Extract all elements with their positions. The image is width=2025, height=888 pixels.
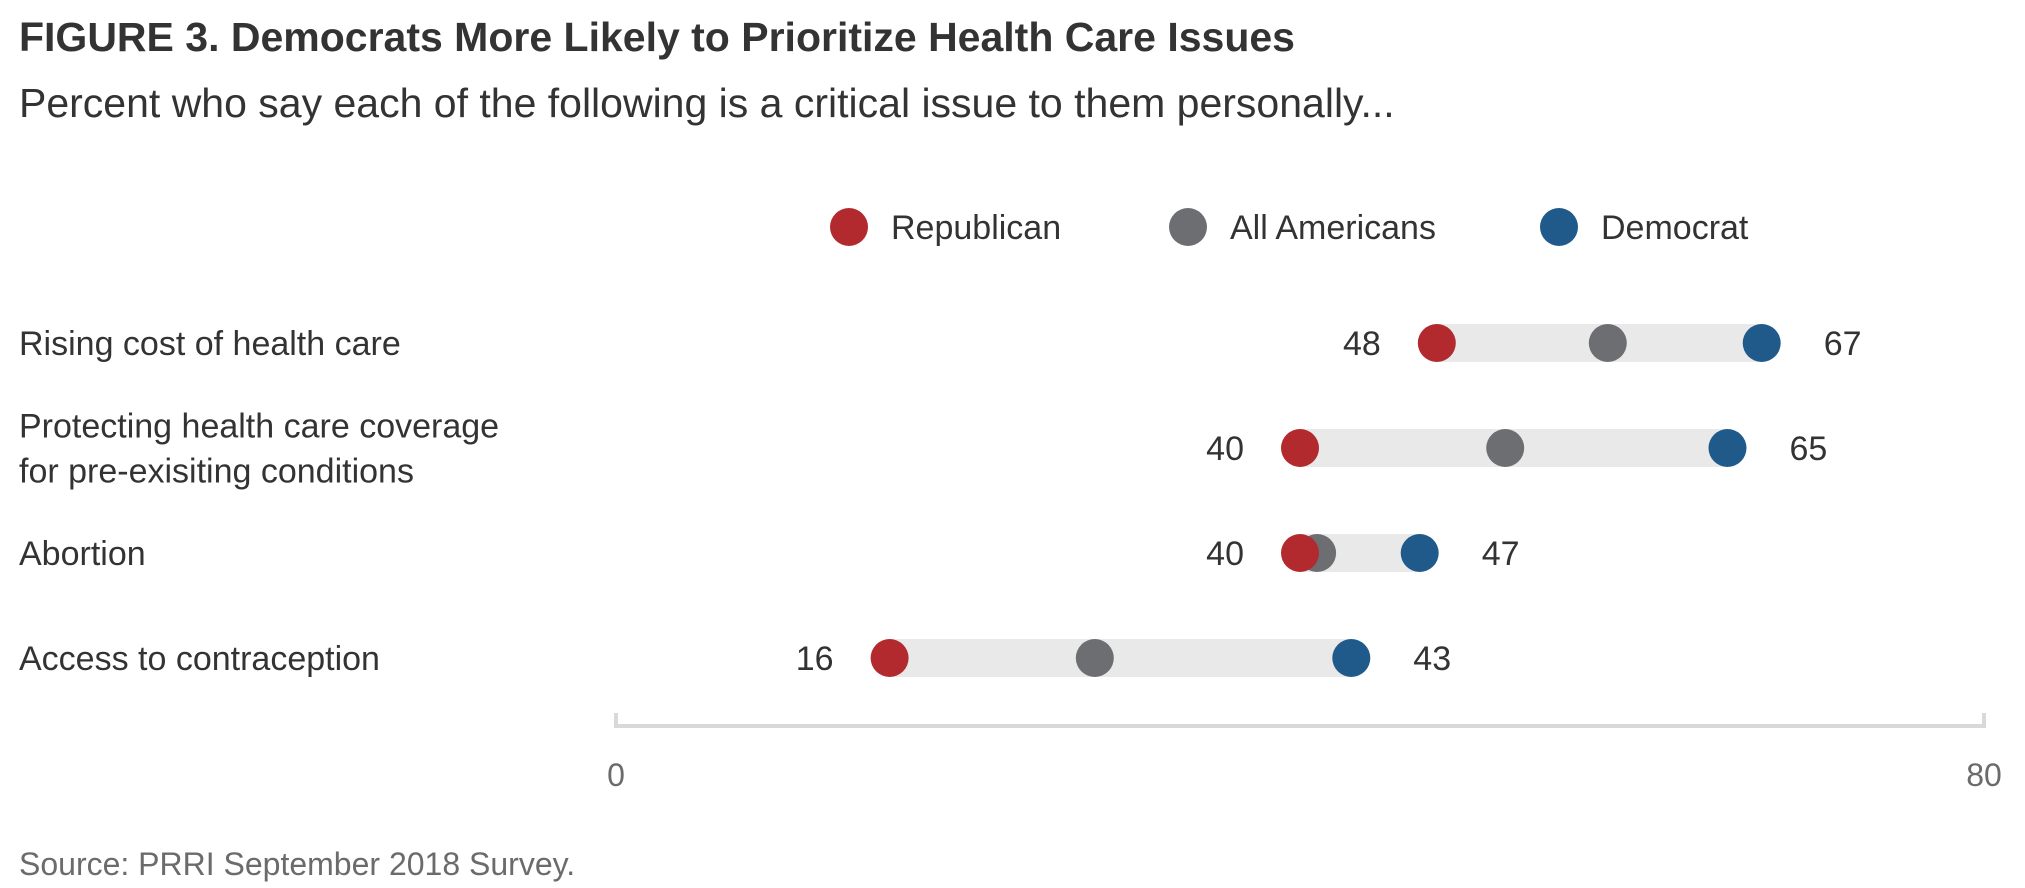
chart-row: Rising cost of health care 48 67 bbox=[19, 324, 1862, 363]
chart-row: Protecting health care coverage for pre-e… bbox=[19, 408, 1827, 491]
data-label-high: 67 bbox=[1824, 325, 1862, 363]
legend-label-republican: Republican bbox=[891, 209, 1061, 247]
category-label: Protecting health care coverage bbox=[19, 408, 499, 446]
data-label-high: 47 bbox=[1482, 535, 1520, 573]
dot-republican bbox=[1281, 429, 1319, 467]
data-label-low: 40 bbox=[1206, 430, 1244, 468]
dot-republican bbox=[1281, 534, 1319, 572]
chart-row: Access to contraception 16 43 bbox=[19, 639, 1451, 678]
source-note: Source: PRRI September 2018 Survey. bbox=[19, 846, 576, 882]
range-bar bbox=[889, 639, 1352, 677]
chart-row: Abortion 40 47 bbox=[19, 534, 1520, 573]
x-axis: 0 80 bbox=[607, 713, 2002, 793]
chart-rows: Rising cost of health care 48 67 Protecting… bbox=[19, 324, 1862, 678]
dot-all-americans bbox=[1588, 324, 1627, 362]
x-tick-label: 80 bbox=[1966, 757, 2002, 793]
category-label: for pre-exisiting conditions bbox=[19, 453, 414, 491]
data-label-low: 48 bbox=[1343, 325, 1381, 363]
legend-swatch-republican bbox=[830, 208, 868, 246]
legend-swatch-democrat bbox=[1540, 208, 1578, 246]
category-label: Rising cost of health care bbox=[19, 325, 401, 363]
legend-label-all-americans: All Americans bbox=[1230, 209, 1436, 247]
chart-subtitle: Percent who say each of the following is… bbox=[19, 80, 1395, 126]
data-label-high: 65 bbox=[1790, 430, 1828, 468]
legend-label-democrat: Democrat bbox=[1601, 209, 1749, 247]
category-label: Abortion bbox=[19, 535, 146, 573]
category-label: Access to contraception bbox=[19, 640, 380, 678]
x-tick-label: 0 bbox=[607, 757, 625, 793]
data-label-low: 40 bbox=[1206, 535, 1244, 573]
dot-republican bbox=[1417, 324, 1456, 362]
legend-swatch-all-americans bbox=[1169, 208, 1207, 246]
dot-democrat bbox=[1742, 324, 1781, 362]
dot-all-americans bbox=[1075, 639, 1114, 677]
dot-all-americans bbox=[1486, 429, 1525, 467]
dot-democrat bbox=[1400, 534, 1439, 572]
data-label-low: 16 bbox=[796, 640, 834, 678]
chart-title: FIGURE 3. Democrats More Likely to Prior… bbox=[19, 14, 1295, 60]
dot-democrat bbox=[1708, 429, 1747, 467]
dot-democrat bbox=[1332, 639, 1371, 677]
data-label-high: 43 bbox=[1413, 640, 1451, 678]
dot-republican bbox=[870, 639, 909, 677]
legend: Republican All Americans Democrat bbox=[830, 208, 1749, 247]
